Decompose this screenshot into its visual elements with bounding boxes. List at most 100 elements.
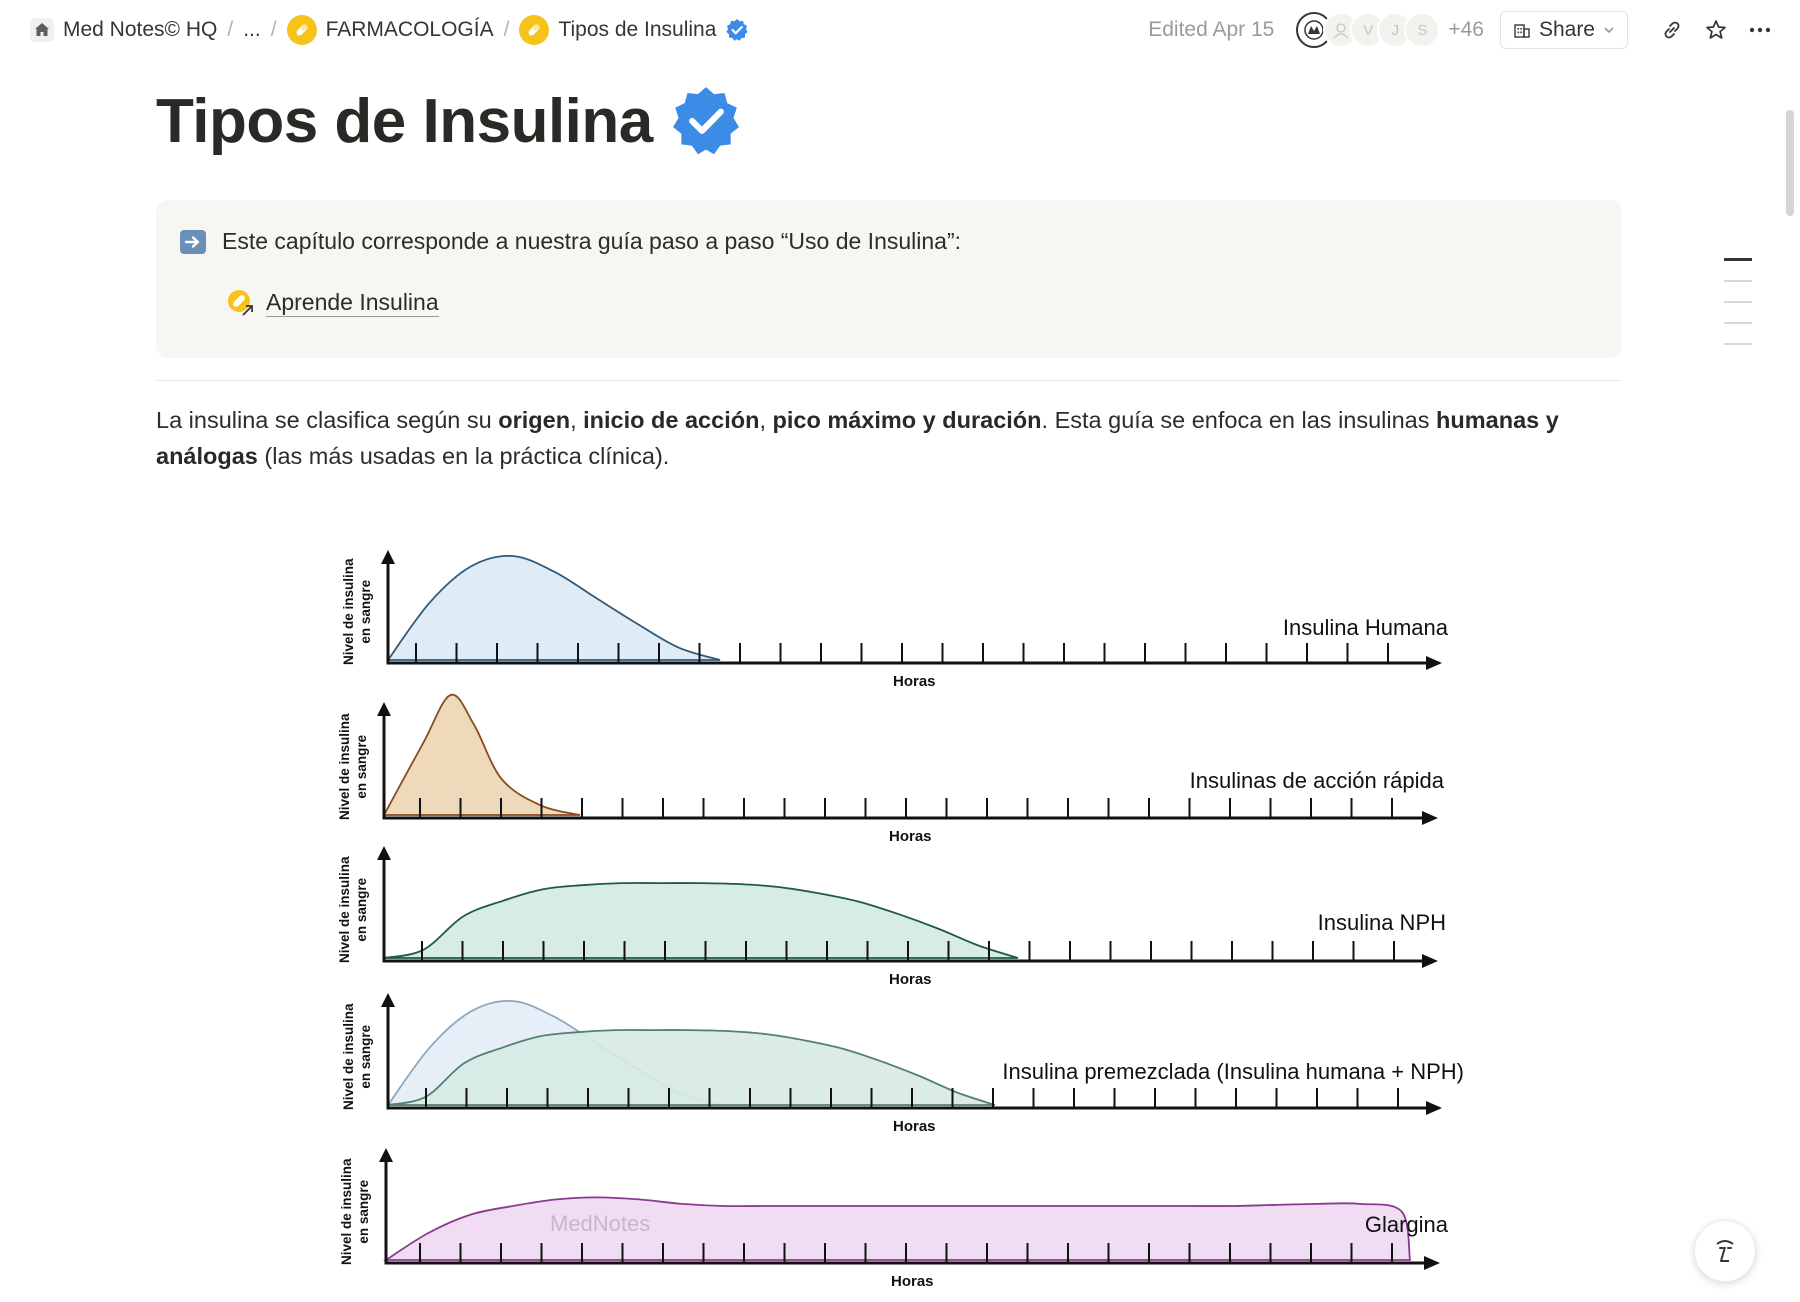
x-axis-label: Horas <box>889 828 932 845</box>
y-axis-arrow <box>379 1148 393 1162</box>
panel-label: Insulina NPH <box>1317 910 1446 935</box>
page-title-block: Tipos de Insulina <box>156 84 743 158</box>
x-axis-label: Horas <box>893 1118 936 1135</box>
x-axis-arrow <box>1424 1256 1440 1270</box>
watermark-text: MedNotes <box>550 1211 651 1236</box>
chart-panel <box>381 993 1442 1115</box>
panel-label: Insulina premezclada (Insulina humana + … <box>1002 1059 1464 1084</box>
verified-badge-icon <box>726 19 749 41</box>
series-area <box>383 882 1019 959</box>
paragraph-bold: pico máximo y duración <box>772 407 1042 433</box>
y-axis-arrow <box>377 702 391 716</box>
intro-paragraph: La insulina se clasifica según su origen… <box>156 402 1626 474</box>
copy-link-icon[interactable] <box>1654 12 1690 48</box>
y-axis-label: Nivel de insulina en sangre <box>341 1003 373 1110</box>
breadcrumb-item-farmacologia[interactable]: FARMACOLOGÍA <box>283 15 498 45</box>
scrollbar[interactable] <box>1786 110 1794 216</box>
breadcrumb-item-current[interactable]: Tipos de Insulina <box>515 15 753 45</box>
breadcrumb-label: Med Notes© HQ <box>63 18 218 41</box>
avatar[interactable]: S <box>1404 12 1441 48</box>
y-axis-arrow <box>381 550 395 564</box>
breadcrumb: Med Notes© HQ / ... / FARMACOLOGÍA / Tip… <box>26 14 753 46</box>
verified-badge-icon <box>672 87 739 155</box>
help-button[interactable] <box>1694 1220 1756 1282</box>
paragraph-bold: humanas y análogas <box>156 407 1559 469</box>
toc-item[interactable] <box>1724 279 1752 282</box>
breadcrumb-item-home[interactable]: Med Notes© HQ <box>26 18 221 42</box>
axis-line <box>384 1158 1426 1265</box>
paragraph-bold: inicio de acción <box>583 407 760 433</box>
breadcrumb-separator: / <box>503 18 510 41</box>
home-icon <box>30 18 54 42</box>
callout-text: Este capítulo corresponde a nuestra guía… <box>222 228 962 254</box>
x-axis-label: Horas <box>891 1273 934 1290</box>
axis-line <box>386 560 1428 665</box>
insulin-profiles-chart: MedNotes Insulina Humana Horas Nivel de in… <box>330 530 1464 1302</box>
breadcrumb-separator: / <box>270 18 277 41</box>
paragraph-bold: origen <box>498 407 571 433</box>
building-icon <box>1514 24 1530 38</box>
x-axis-arrow <box>1426 1101 1442 1115</box>
toc-item[interactable] <box>1724 300 1752 303</box>
breadcrumb-separator: / <box>227 18 234 41</box>
callout-block: Este capítulo corresponde a nuestra guía… <box>156 200 1622 358</box>
divider <box>156 380 1622 381</box>
y-axis-arrow <box>381 993 395 1007</box>
last-edited-text: Edited Apr 15 <box>1148 18 1275 41</box>
more-options-icon[interactable] <box>1742 12 1778 48</box>
assistant-face-icon <box>1716 1240 1734 1262</box>
toc-item[interactable] <box>1724 321 1752 324</box>
right-arrow-icon <box>180 229 206 254</box>
x-axis-arrow <box>1426 656 1442 670</box>
x-axis-label: Horas <box>893 673 936 690</box>
series-area <box>382 1196 1412 1261</box>
breadcrumb-label: Tipos de Insulina <box>558 18 717 41</box>
series-area <box>387 1029 996 1106</box>
series-area <box>386 554 721 661</box>
panel-label: Insulina Humana <box>1282 615 1448 640</box>
axis-line <box>382 856 1424 963</box>
pill-link-icon <box>228 290 253 316</box>
x-axis-arrow <box>1422 811 1438 825</box>
chart-panel <box>379 1148 1440 1270</box>
series-area <box>382 693 581 816</box>
star-icon[interactable] <box>1698 12 1734 48</box>
panel-label: Insulinas de acción rápida <box>1189 768 1444 793</box>
paragraph-text: . Esta guía se enfoca en las insulinas <box>1041 407 1437 433</box>
chart-panel <box>377 693 1438 825</box>
collaborator-avatars[interactable]: V J S <box>1296 12 1441 48</box>
callout-page-link[interactable]: Aprende Insulina <box>226 288 439 318</box>
x-axis-arrow <box>1422 954 1438 968</box>
axis-line <box>382 712 1424 820</box>
y-axis-arrow <box>377 846 391 860</box>
table-of-contents[interactable] <box>1724 258 1752 364</box>
insulin-chart-svg <box>377 550 1442 1270</box>
pill-icon <box>286 15 317 45</box>
top-right-actions: Edited Apr 15 V J S +46 Share <box>1148 10 1778 50</box>
breadcrumb-label: ... <box>243 18 261 41</box>
y-axis-label: Nivel de insulina en sangre <box>341 558 373 665</box>
callout-row: Este capítulo corresponde a nuestra guía… <box>180 228 961 255</box>
panel-label: Glargina <box>1364 1212 1448 1237</box>
chart-panel <box>377 846 1438 968</box>
callout-link-label[interactable]: Aprende Insulina <box>266 289 439 317</box>
paragraph-text: , <box>759 407 773 433</box>
breadcrumb-item-ellipsis[interactable]: ... <box>239 18 265 42</box>
toc-item[interactable] <box>1724 342 1752 345</box>
y-axis-label: Nivel de insulina en sangre <box>337 713 369 820</box>
pill-icon <box>519 15 550 45</box>
top-bar: Med Notes© HQ / ... / FARMACOLOGÍA / Tip… <box>0 0 1800 62</box>
share-label: Share <box>1538 18 1595 41</box>
page-title[interactable]: Tipos de Insulina <box>156 86 653 156</box>
paragraph-text: , <box>570 407 584 433</box>
axis-line <box>386 1003 1428 1110</box>
breadcrumb-label: FARMACOLOGÍA <box>325 18 494 41</box>
y-axis-label: Nivel de insulina en sangre <box>339 1158 371 1265</box>
paragraph-text: (las más usadas en la práctica clínica). <box>257 443 670 469</box>
y-axis-label: Nivel de insulina en sangre <box>337 856 369 963</box>
share-button[interactable]: Share <box>1499 11 1628 49</box>
toc-item[interactable] <box>1724 258 1752 261</box>
chart-panel <box>381 550 1442 670</box>
x-axis-label: Horas <box>889 971 932 988</box>
more-collaborators-count[interactable]: +46 <box>1448 18 1484 41</box>
